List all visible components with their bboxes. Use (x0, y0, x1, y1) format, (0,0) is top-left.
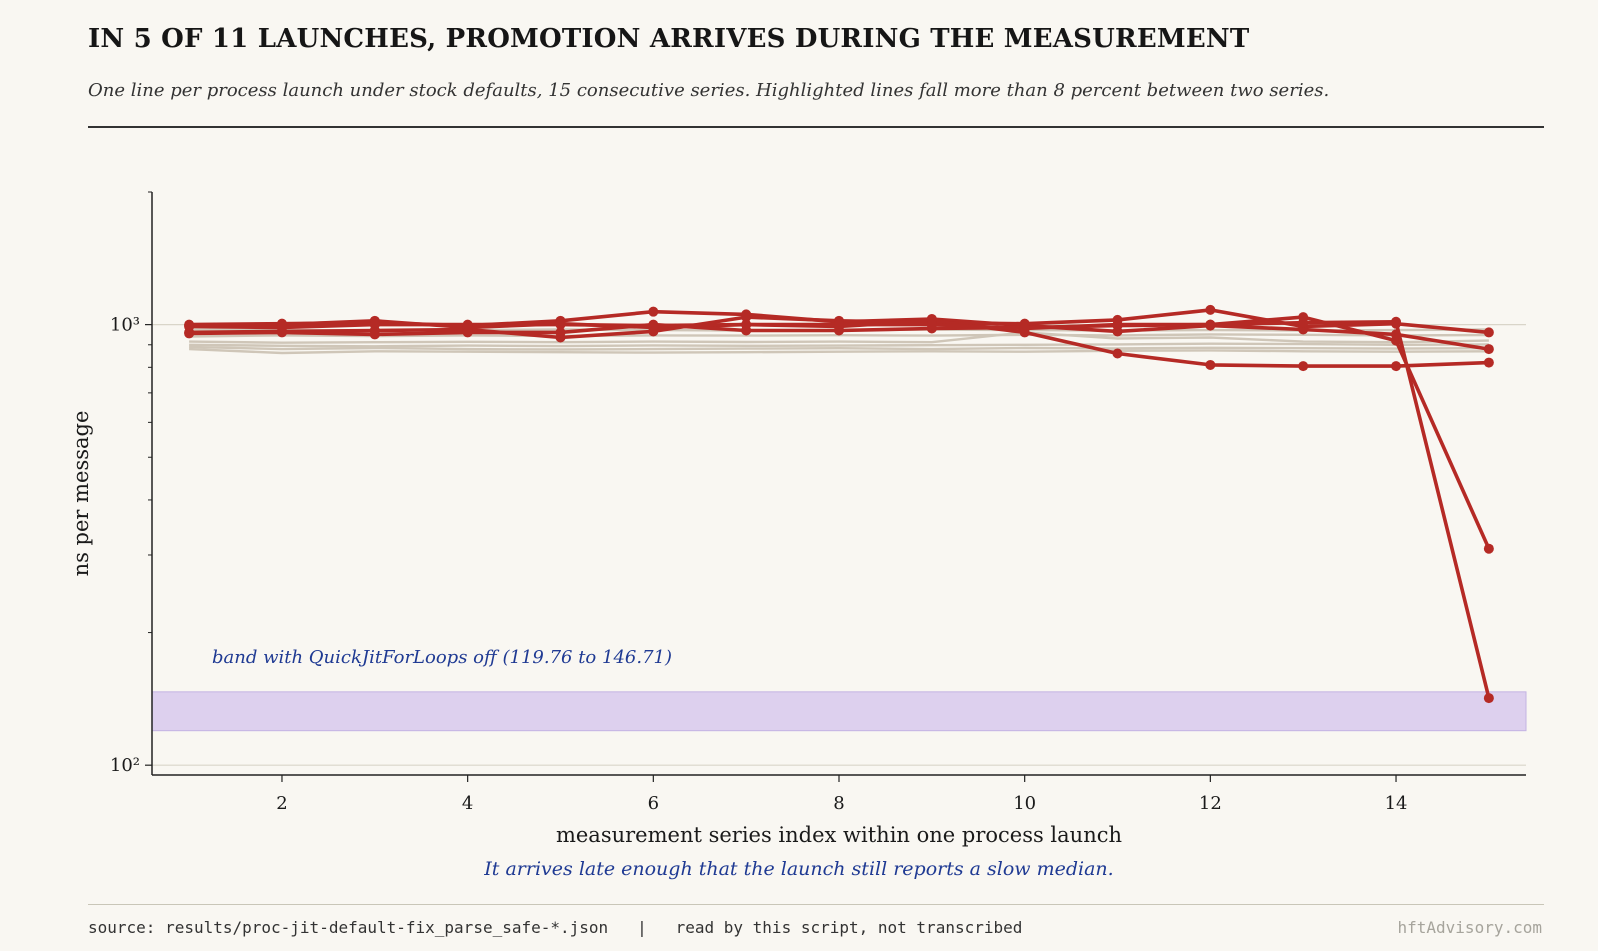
series-point-10-4 (462, 319, 473, 330)
y-axis-label: ns per message (69, 411, 93, 577)
series-point-7-12 (1205, 304, 1216, 315)
x-ticks: 2 4 6 8 10 12 14 (276, 775, 1407, 814)
series-point-10-15 (1483, 693, 1494, 704)
x-tick-label: 2 (276, 793, 287, 814)
axes (151, 192, 1526, 776)
series-line-highlighted-10 (189, 319, 1491, 699)
y-ticks: 10² 10³ (110, 315, 152, 776)
series-point-10-11 (1112, 319, 1123, 330)
series-line-muted-3 (189, 331, 1489, 344)
series-point-6-15 (1483, 344, 1494, 355)
y-tick-label: 10² (110, 755, 140, 776)
highlighted-series (184, 304, 1494, 704)
header-rule (88, 126, 1544, 128)
x-tick-label: 12 (1199, 793, 1222, 814)
series-point-6-6 (648, 306, 659, 317)
series-point-10-7 (741, 319, 752, 330)
series-point-9-1 (184, 328, 195, 339)
series-point-10-8 (834, 319, 844, 330)
series-line-muted-1 (189, 347, 1489, 355)
x-axis-label: measurement series index within one proc… (556, 823, 1122, 847)
series-point-10-2 (276, 322, 287, 333)
series-point-8-11 (1112, 348, 1123, 359)
x-tick-label: 4 (462, 793, 473, 814)
series-point-10-9 (926, 319, 937, 330)
y-minor-ticks (148, 191, 152, 634)
series-point-9-5 (555, 327, 566, 338)
series-point-10-10 (1019, 323, 1030, 334)
series-point-10-1 (184, 321, 195, 332)
x-tick-label: 14 (1385, 793, 1408, 814)
brand-mark: hftAdvisory.com (1397, 918, 1543, 937)
y-tick-label: 10³ (110, 315, 140, 336)
chart-subtitle: One line per process launch under stock … (88, 80, 1330, 101)
series-point-10-5 (555, 319, 566, 330)
series-point-10-14 (1391, 316, 1402, 327)
series-point-10-6 (648, 320, 659, 331)
series-point-9-3 (369, 329, 380, 340)
x-tick-label: 10 (1013, 793, 1036, 814)
series-point-8-14 (1391, 361, 1402, 372)
series-point-7-15 (1483, 327, 1494, 338)
series-line-muted-2 (189, 345, 1489, 351)
series-point-8-15 (1483, 357, 1494, 368)
series-line-muted-0 (189, 342, 1489, 348)
series-point-10-13 (1298, 317, 1309, 328)
x-tick-label: 6 (648, 793, 659, 814)
quickjit-band (151, 691, 1527, 732)
series-point-9-15 (1483, 543, 1494, 554)
series-point-10-12 (1205, 319, 1216, 330)
x-tick-label: 8 (833, 793, 844, 814)
series-point-10-3 (369, 319, 380, 330)
footer-rule (88, 904, 1544, 905)
source-note: source: results/proc-jit-default-fix_par… (88, 918, 1023, 937)
chart-title: IN 5 OF 11 LAUNCHES, PROMOTION ARRIVES D… (88, 24, 1250, 54)
series-point-7-7 (741, 312, 752, 323)
series-point-8-12 (1205, 359, 1216, 370)
chart-note: It arrives late enough that the launch s… (483, 858, 1113, 880)
series-point-9-4 (462, 327, 473, 338)
band-label: band with QuickJitForLoops off (119.76 t… (212, 647, 672, 668)
series-point-8-13 (1298, 361, 1309, 372)
